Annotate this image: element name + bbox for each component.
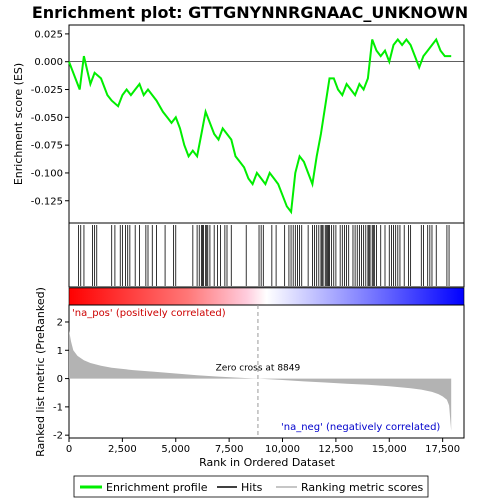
ranked-y-tick-label: 2	[57, 317, 63, 328]
ranking-metric-area	[69, 330, 452, 431]
x-axis-ticks: 0 2,500 5,000 7,500 10,000 12,500 15,000 17,500	[66, 438, 460, 455]
x-tick-label: 2,500	[108, 444, 137, 455]
ranked-panel: 2 1 0 -1 -2 Zero cross at 8849 'na_pos' (pos…	[34, 287, 465, 457]
es-y-tick-label: -0.100	[31, 168, 63, 179]
x-tick-label: 0	[66, 444, 72, 455]
es-y-tick-label: -0.050	[31, 113, 63, 124]
es-y-tick-label: -0.075	[31, 141, 63, 152]
enrichment-profile-line	[68, 37, 452, 215]
rank-colorbar-fill	[69, 288, 464, 305]
hit-markers	[78, 225, 450, 286]
legend-ranking-label: Ranking metric scores	[301, 481, 423, 494]
es-y-ticks: 0.025 0.000 -0.025 -0.050 -0.075 -0.100 -0.125	[31, 29, 69, 207]
es-y-tick-label: -0.025	[31, 85, 63, 96]
ranked-y-tick-label: -2	[53, 431, 63, 442]
x-tick-label: 12,500	[318, 444, 353, 455]
es-panel-frame	[68, 24, 465, 224]
pos-correlated-label: 'na_pos' (positively correlated)	[72, 308, 226, 319]
ranked-y-tick-label: 0	[57, 374, 63, 385]
es-y-tick-label: -0.125	[31, 196, 63, 207]
legend: Enrichment profile Hits Ranking metric s…	[73, 475, 429, 498]
ranked-y-tick-label: -1	[53, 402, 63, 413]
es-y-tick-label: 0.025	[34, 29, 63, 40]
zero-cross-label: Zero cross at 8849	[216, 364, 301, 374]
legend-enrichment-label: Enrichment profile	[106, 481, 208, 494]
legend-hits-label: Hits	[241, 481, 263, 494]
x-tick-label: 17,500	[425, 444, 460, 455]
hits-panel-frame	[68, 222, 465, 288]
chart-title: Enrichment plot: GTTGNYNNRGNAAC_UNKNOWN	[32, 3, 468, 22]
x-tick-label: 7,500	[215, 444, 244, 455]
ranked-y-tick-label: 1	[57, 346, 63, 357]
es-y-axis-label: Enrichment score (ES)	[12, 63, 25, 185]
x-tick-label: 5,000	[161, 444, 190, 455]
x-tick-label: 10,000	[265, 444, 300, 455]
x-tick-label: 15,000	[372, 444, 407, 455]
hits-panel	[68, 222, 465, 288]
legend-frame	[73, 475, 429, 498]
ranked-y-ticks: 2 1 0 -1 -2	[53, 317, 69, 442]
ranked-y-axis-label: Ranked list metric (PreRanked)	[34, 287, 47, 457]
es-y-tick-label: 0.000	[34, 57, 63, 68]
es-panel: 0.025 0.000 -0.025 -0.050 -0.075 -0.100 -0.125…	[12, 24, 465, 224]
rank-colorbar	[68, 287, 465, 306]
x-axis-label: Rank in Ordered Dataset	[199, 456, 336, 469]
neg-correlated-label: 'na_neg' (negatively correlated)	[281, 422, 440, 433]
